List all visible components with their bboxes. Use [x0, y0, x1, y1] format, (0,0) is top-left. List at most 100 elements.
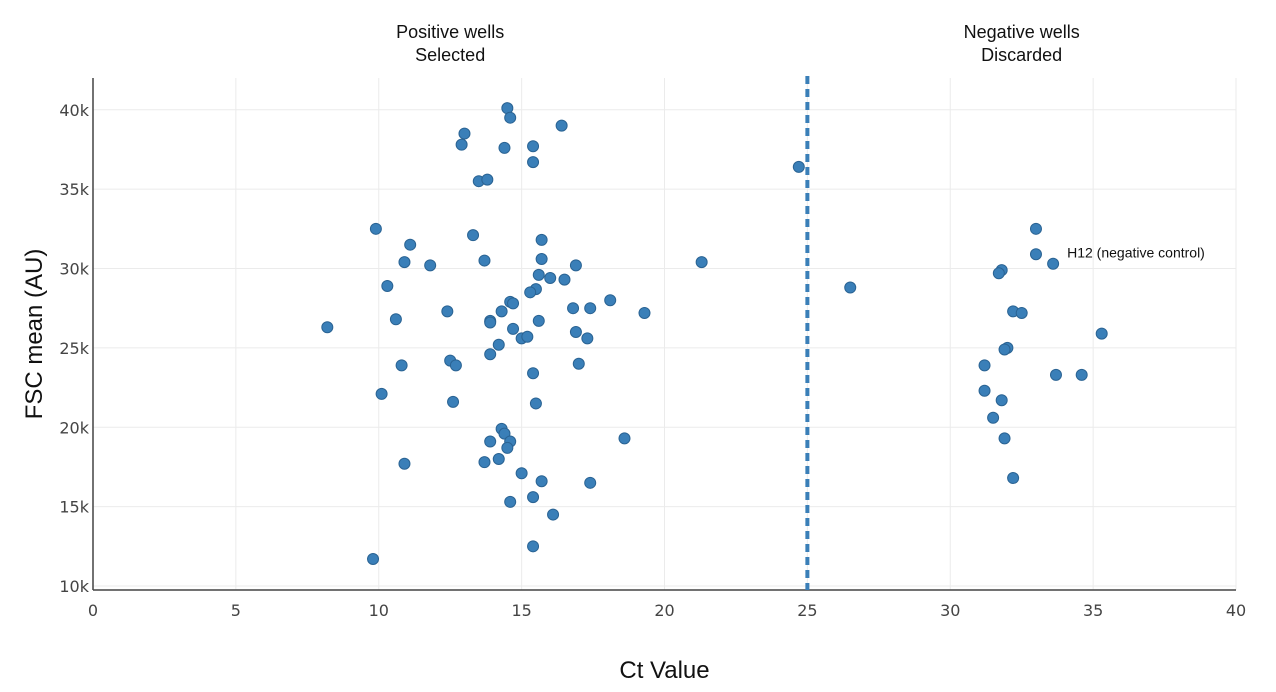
y-tick-label: 25k [59, 339, 89, 358]
data-point [501, 441, 514, 454]
data-point [527, 140, 540, 153]
x-tick-label: 0 [88, 601, 98, 620]
data-point [581, 332, 594, 345]
y-tick-label: 35k [59, 180, 89, 199]
data-point [532, 268, 545, 281]
y-tick-label: 40k [59, 101, 89, 120]
data-point [844, 281, 857, 294]
data-point [507, 297, 520, 310]
data-point [467, 229, 480, 242]
x-axis-title: Ct Value [619, 657, 709, 684]
data-point [484, 435, 497, 448]
data-point [978, 359, 991, 372]
data-point [395, 359, 408, 372]
data-point [495, 305, 508, 318]
data-point [1015, 306, 1028, 319]
annotation-label: H12 (negative control) [1067, 245, 1205, 261]
data-point [527, 367, 540, 380]
x-tick-label: 20 [654, 601, 674, 620]
y-tick-label: 10k [59, 577, 89, 596]
data-point [547, 508, 560, 521]
data-point [529, 397, 542, 410]
data-point [449, 359, 462, 372]
x-tick-label: 25 [797, 601, 817, 620]
data-point [527, 156, 540, 169]
data-point [484, 316, 497, 329]
region-label-line2: Discarded [981, 45, 1062, 65]
data-point [507, 322, 520, 335]
data-point [404, 238, 417, 251]
data-point [424, 259, 437, 272]
x-tick-label: 30 [940, 601, 960, 620]
y-tick-label: 30k [59, 260, 89, 279]
data-point [478, 456, 491, 469]
data-point [381, 279, 394, 292]
data-point [398, 457, 411, 470]
data-point [492, 453, 505, 465]
region-label-line1: Negative wells [964, 22, 1080, 42]
x-tick-label: 10 [369, 601, 389, 620]
data-point [584, 476, 597, 489]
x-tick-label: 15 [511, 601, 531, 620]
y-axis-title: FSC mean (AU) [21, 249, 48, 420]
y-tick-label: 20k [59, 418, 89, 437]
data-point [978, 384, 991, 397]
data-point [569, 259, 582, 272]
data-point [527, 540, 540, 553]
data-point [1029, 222, 1042, 235]
region-label-line1: Positive wells [396, 22, 504, 42]
data-point [527, 491, 540, 504]
axes: 0 5 10 15 20 25 30 35 40 10k 15k 20k 25k 30k 35k 40k [59, 78, 1246, 620]
data-point [478, 254, 491, 267]
data-point [481, 173, 494, 186]
data-point [1007, 472, 1020, 485]
data-point [492, 338, 505, 351]
data-point [567, 302, 580, 315]
data-point [604, 294, 617, 307]
data-point [998, 432, 1011, 445]
data-point [535, 233, 548, 246]
data-point [1095, 327, 1108, 340]
data-point [569, 326, 582, 338]
data-point [498, 141, 511, 154]
data-point [638, 306, 651, 319]
data-point [398, 256, 411, 269]
data-point [792, 160, 805, 173]
y-tick-label: 15k [59, 498, 89, 517]
data-point [987, 411, 1000, 424]
data-point [389, 313, 402, 326]
data-point [532, 314, 545, 327]
data-point [998, 343, 1011, 356]
data-point [618, 432, 631, 445]
data-point [695, 256, 708, 269]
data-point [484, 348, 497, 361]
data-point [521, 330, 534, 343]
data-point [535, 252, 548, 265]
data-point [375, 387, 388, 400]
data-point [1047, 257, 1060, 270]
data-point [572, 357, 585, 370]
data-point [458, 127, 471, 140]
data-point [504, 495, 517, 508]
x-tick-label: 5 [231, 601, 241, 620]
data-point [515, 467, 528, 480]
region-label-line2: Selected [415, 45, 485, 65]
data-point [524, 286, 537, 299]
data-point [455, 138, 468, 151]
x-tick-label: 40 [1226, 601, 1246, 620]
data-point [447, 395, 460, 408]
data-point [504, 111, 517, 124]
data-point [369, 222, 382, 235]
data-point [535, 475, 548, 488]
data-point [321, 321, 334, 334]
data-point [992, 267, 1005, 280]
chart-labels: Ct Value FSC mean (AU) Positive wells Selec… [21, 22, 1205, 684]
data-point [558, 273, 571, 286]
data-point [1049, 368, 1062, 381]
data-point [544, 272, 557, 285]
data-point [1029, 248, 1042, 261]
x-tick-label: 35 [1083, 601, 1103, 620]
data-point [367, 553, 380, 566]
